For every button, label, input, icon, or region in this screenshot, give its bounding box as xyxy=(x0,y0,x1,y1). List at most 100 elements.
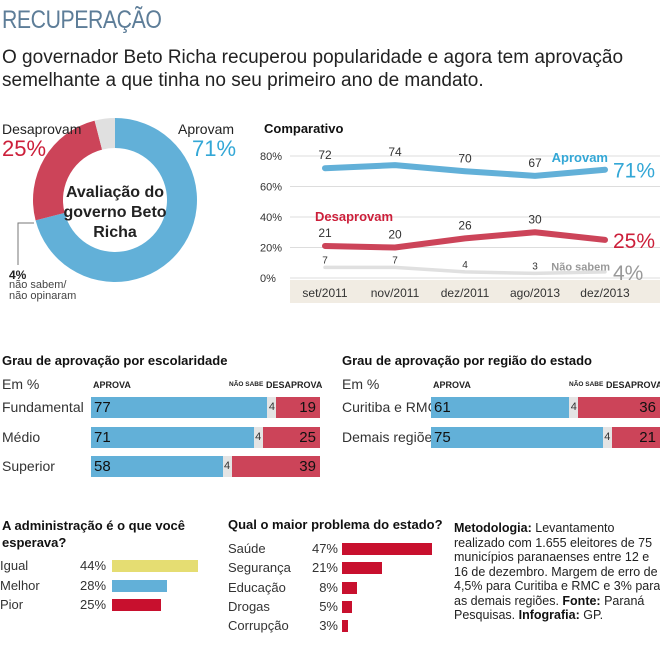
series-line xyxy=(322,229,608,251)
category-label: Melhor xyxy=(0,577,40,593)
source-text: Paraná Pesquisas. xyxy=(454,593,645,623)
final-value-label: 71% xyxy=(613,160,655,183)
segment-aprova: 77 xyxy=(91,397,268,418)
data-label: 21 xyxy=(318,226,332,240)
series-name: Não sabem xyxy=(551,261,610,273)
bar xyxy=(342,600,352,613)
bar xyxy=(342,543,432,555)
data-label: 3 xyxy=(532,261,538,272)
category-label: Corrupção xyxy=(228,618,289,634)
stacked-bar: 77 4 19 xyxy=(91,397,320,418)
desaprovam-value: 25% xyxy=(2,136,47,161)
x-tick-label: dez/2011 xyxy=(441,286,490,300)
row-label: Curitiba e RMC xyxy=(342,399,438,415)
row-label: Superior xyxy=(2,458,55,474)
bar xyxy=(112,579,167,592)
segment-nao-sabe: 4 xyxy=(602,426,612,448)
x-axis-band xyxy=(290,280,660,303)
segment-desaprova: 21 xyxy=(611,426,660,448)
value-label: 28% xyxy=(80,577,107,593)
row-label: Fundamental xyxy=(2,399,84,415)
data-label: 30 xyxy=(528,212,542,226)
credit-text: GP. xyxy=(583,608,604,622)
line-chart-title: Comparativo xyxy=(264,121,344,136)
bar xyxy=(112,599,161,611)
x-tick-label: nov/2011 xyxy=(371,286,420,300)
donut-slice xyxy=(35,118,198,282)
segment-nao-sabe: 4 xyxy=(267,397,277,418)
donut-slice xyxy=(32,120,103,221)
data-label: 26 xyxy=(458,218,472,232)
header-aprova: APROVA xyxy=(93,380,131,390)
credit-label: Infografia: xyxy=(518,608,580,622)
admin-chart-title: A administração é o que você esperava? xyxy=(2,518,186,550)
value-label: 44% xyxy=(80,558,107,573)
value-label: 25% xyxy=(80,597,107,612)
category-label: Segurança xyxy=(228,560,291,576)
segment-desaprova: 36 xyxy=(578,397,660,418)
page-title: RECUPERAÇÃO xyxy=(2,6,162,34)
data-label: 7 xyxy=(322,255,328,266)
row-label: Demais regiões xyxy=(342,428,440,445)
meta-label: Metodologia: xyxy=(454,521,532,535)
segment-aprova: 75 xyxy=(431,426,603,448)
segment-nao-sabe: 4 xyxy=(569,397,579,418)
data-label: 7 xyxy=(392,255,398,266)
segment-nao-sabe: 4 xyxy=(222,456,232,477)
bar xyxy=(342,562,383,575)
data-label: 74 xyxy=(388,145,402,159)
data-label: 67 xyxy=(528,156,542,170)
data-label: 72 xyxy=(318,148,332,162)
bar xyxy=(112,560,198,572)
category-label: Saúde xyxy=(228,541,266,556)
series-line xyxy=(323,265,607,276)
series-line xyxy=(322,162,608,179)
value-label: 21% xyxy=(311,560,338,576)
data-label: 4 xyxy=(462,260,468,271)
aprovam-label: Aprovam xyxy=(178,121,235,137)
source-label: Fonte: xyxy=(562,593,601,608)
data-label: 70 xyxy=(458,151,472,165)
donut-chart xyxy=(17,118,198,282)
bar xyxy=(342,620,348,633)
segment-aprova: 61 xyxy=(431,397,570,418)
donut-center-title: Avaliação do governo Beto Richa xyxy=(63,184,167,241)
header-desaprova: DESAPROVA xyxy=(606,380,660,390)
stacked-bar: 61 4 36 xyxy=(431,397,660,418)
x-tick-label: dez/2013 xyxy=(580,286,630,300)
methodology-note: Metodologia: Levantamento realizado com … xyxy=(454,521,660,623)
segment-aprova: 71 xyxy=(91,426,254,448)
segment-desaprova: 39 xyxy=(231,456,320,477)
nao-sabem-value: 4% xyxy=(9,268,27,282)
x-tick-label: ago/2013 xyxy=(510,286,560,300)
aprovam-value: 71% xyxy=(192,136,237,161)
value-label: 47% xyxy=(311,541,338,556)
problem-chart-title: Qual o maior problema do estado? xyxy=(228,517,443,532)
segment-aprova: 58 xyxy=(91,456,223,477)
value-label: 3% xyxy=(319,618,338,634)
y-tick-label: 60% xyxy=(260,182,282,194)
line-chart: 0% 20% 40% 60% 80% set/2011 nov/2011 dez/2011 ag… xyxy=(260,145,660,303)
value-label: 5% xyxy=(319,598,338,614)
unit-label: Em % xyxy=(342,376,380,392)
x-tick-label: set/2011 xyxy=(302,286,347,300)
value-label: 8% xyxy=(319,579,338,595)
category-label: Educação xyxy=(228,579,286,595)
segment-desaprova: 19 xyxy=(276,397,320,418)
bar xyxy=(342,581,358,594)
category-label: Pior xyxy=(0,597,24,612)
row-label: Médio xyxy=(2,428,41,445)
stacked-bar: 71 4 25 xyxy=(91,426,320,448)
header-nao-sabe: NÃO SABE xyxy=(569,381,604,388)
leader-line xyxy=(17,222,34,265)
y-tick-label: 0% xyxy=(260,273,276,285)
series-name: Desaprovam xyxy=(315,209,393,224)
y-tick-label: 80% xyxy=(260,151,282,163)
category-label: Igual xyxy=(0,558,29,573)
category-label: Drogas xyxy=(228,598,270,614)
donut-slice xyxy=(94,118,115,150)
y-tick-label: 40% xyxy=(260,212,282,224)
series-name: Aprovam xyxy=(552,150,608,165)
unit-label: Em % xyxy=(2,376,40,392)
